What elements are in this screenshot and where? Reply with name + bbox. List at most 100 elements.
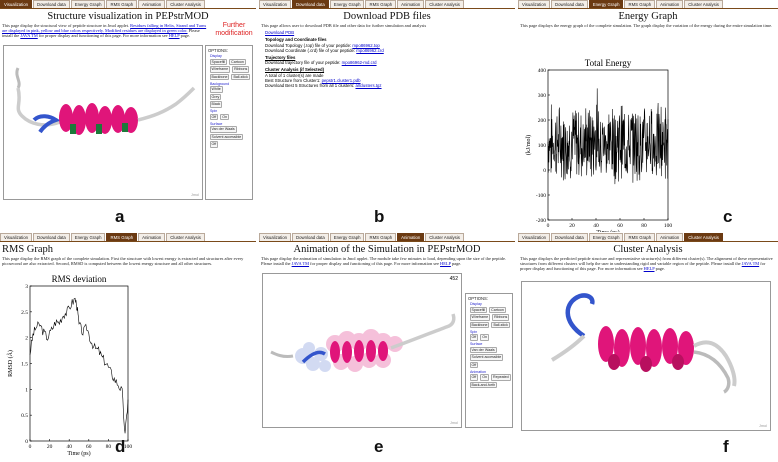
tab-cluster-analysis[interactable]: Cluster Analysis	[166, 233, 205, 241]
backbone-button[interactable]: Backbone	[209, 73, 230, 80]
tab-download-data[interactable]: Download data	[551, 233, 588, 241]
tab-cluster-analysis[interactable]: Cluster Analysis	[425, 0, 464, 8]
cartoon-button[interactable]: Cartoon	[229, 58, 246, 65]
tab-visualization[interactable]: Visualization	[0, 0, 33, 8]
tab-rms-graph[interactable]: RMS Graph	[624, 0, 656, 8]
tab-visualization[interactable]: Visualization	[518, 0, 551, 8]
tab-rms-graph[interactable]: RMS Graph	[365, 0, 397, 8]
java-link[interactable]: JAVA TM	[20, 33, 38, 39]
trajectory-row: Download trajectory file of your peptide…	[265, 60, 515, 65]
tab-cluster-analysis[interactable]: Cluster Analysis	[166, 0, 205, 8]
surface-off-button[interactable]: Off	[209, 141, 219, 148]
anim-off-button[interactable]: Off	[469, 374, 479, 381]
options-panel: OPTIONS: Display Spacefill Cartoon Wiref…	[465, 293, 513, 428]
coordinate-row: Download Coordinate (.crd) file of your …	[265, 48, 515, 53]
java-link[interactable]: JAVA TM	[741, 261, 760, 267]
spin-off-button[interactable]: Off	[469, 334, 479, 341]
tab-energy-graph[interactable]: Energy Graph	[588, 0, 624, 8]
surface-label: Surface	[210, 121, 223, 126]
chart-title: RMS deviation	[52, 274, 107, 284]
tab-download-data[interactable]: Download data	[551, 0, 588, 8]
tab-download-data[interactable]: Download data	[33, 0, 70, 8]
spin-on-button[interactable]: On	[480, 334, 490, 341]
ballstick-button[interactable]: Ball-stick	[491, 321, 510, 328]
tab-rms-graph[interactable]: RMS Graph	[106, 233, 138, 241]
backbone-button[interactable]: Backbone	[469, 321, 490, 328]
spacefill-button[interactable]: Spacefill	[469, 306, 488, 313]
page-description: This page displays the energy graph of t…	[520, 23, 773, 28]
backforth-button[interactable]: Back-and-forth	[469, 381, 498, 388]
ballstick-button[interactable]: Ball-stick	[231, 73, 250, 80]
desc-text: page.	[450, 261, 462, 267]
vdw-button[interactable]: Van der Waals	[469, 346, 497, 353]
tab-visualization[interactable]: Visualization	[0, 233, 33, 241]
tab-visualization[interactable]: Visualization	[259, 233, 292, 241]
panel-c: Visualization Download data Energy Graph…	[518, 0, 778, 232]
tab-cluster-analysis[interactable]: Cluster Analysis	[684, 0, 723, 8]
desc-link[interactable]: Residues falling in Helix, Strand and Tu…	[2, 23, 207, 34]
tab-rms-graph[interactable]: RMS Graph	[106, 0, 138, 8]
tab-energy-graph[interactable]: Energy Graph	[70, 0, 106, 8]
y-tick-label: 300	[538, 93, 547, 99]
ribbons-button[interactable]: Ribbons	[492, 314, 510, 321]
tab-energy-graph[interactable]: Energy Graph	[70, 233, 106, 241]
tab-download-data[interactable]: Download data	[292, 0, 329, 8]
best-structure-link[interactable]: pepstr1.cluster1.pdb	[321, 77, 361, 83]
spin-off-button[interactable]: Off	[209, 113, 219, 120]
surface-off-button[interactable]: Off	[469, 361, 479, 368]
wireframe-button[interactable]: Wireframe	[469, 314, 491, 321]
tab-animation[interactable]: Animation	[397, 233, 425, 241]
tab-download-data[interactable]: Download data	[33, 233, 70, 241]
jmol-viewer[interactable]: 452 Jmol	[262, 273, 462, 428]
tab-cluster-analysis[interactable]: Cluster Analysis	[684, 233, 723, 241]
tab-bar: Visualization Download data Energy Graph…	[259, 233, 515, 242]
tab-animation[interactable]: Animation	[656, 233, 684, 241]
spacefill-button[interactable]: Spacefill	[209, 58, 228, 65]
tab-cluster-analysis[interactable]: Cluster Analysis	[425, 233, 464, 241]
best5-link[interactable]: allclusters.tgz	[355, 83, 382, 89]
best5-row: Download Best 5 Structures from all 1 cl…	[265, 83, 515, 88]
coordinate-file-link[interactable]: mpo86962.crd	[356, 47, 384, 53]
desc-text: This page display the structural view of…	[2, 23, 130, 28]
spin-on-button[interactable]: On	[220, 113, 230, 120]
tab-energy-graph[interactable]: Energy Graph	[329, 233, 365, 241]
desc-text: for proper display and functioning of th…	[37, 33, 169, 39]
download-pdb-link[interactable]: Download PDB	[265, 30, 295, 36]
jmol-viewer[interactable]: Jmol	[3, 45, 203, 200]
anim-on-button[interactable]: On	[480, 374, 490, 381]
tab-visualization[interactable]: Visualization	[259, 0, 292, 8]
tab-animation[interactable]: Animation	[656, 0, 684, 8]
solvent-button[interactable]: Solvent accessible	[469, 354, 504, 361]
y-tick-label: 0.5	[21, 413, 28, 419]
java-link[interactable]: JAVA TM	[291, 261, 310, 267]
cartoon-button[interactable]: Cartoon	[489, 306, 506, 313]
tab-animation[interactable]: Animation	[138, 233, 166, 241]
grey-button[interactable]: Grey	[209, 93, 222, 100]
jmol-viewer[interactable]: Jmol	[521, 281, 771, 431]
help-link[interactable]: HELP	[168, 33, 180, 39]
black-button[interactable]: Black	[209, 101, 223, 108]
y-tick-label: 1.5	[21, 362, 28, 368]
y-tick-label: -100	[536, 193, 546, 199]
vdw-button[interactable]: Van der Waals	[209, 126, 237, 133]
trajectory-file-link[interactable]: mpo86962-md.crd	[341, 60, 377, 66]
tab-rms-graph[interactable]: RMS Graph	[624, 233, 656, 241]
tab-animation[interactable]: Animation	[138, 0, 166, 8]
surface-label: Surface	[470, 342, 483, 346]
help-link[interactable]: HELP	[643, 266, 655, 272]
tab-visualization[interactable]: Visualization	[518, 233, 551, 241]
tab-rms-graph[interactable]: RMS Graph	[365, 233, 397, 241]
x-tick-label: 80	[106, 444, 112, 450]
help-link[interactable]: HELP	[440, 261, 451, 267]
wireframe-button[interactable]: Wireframe	[209, 66, 231, 73]
tab-animation[interactable]: Animation	[397, 0, 425, 8]
white-button[interactable]: White	[209, 86, 223, 93]
solvent-button[interactable]: Solvent accessible	[209, 133, 244, 140]
x-tick-label: 0	[29, 444, 32, 450]
tab-energy-graph[interactable]: Energy Graph	[588, 233, 624, 241]
tab-energy-graph[interactable]: Energy Graph	[329, 0, 365, 8]
tab-download-data[interactable]: Download data	[292, 233, 329, 241]
repeated-button[interactable]: Repeated	[491, 374, 511, 381]
ribbons-button[interactable]: Ribbons	[232, 66, 250, 73]
topology-file-link[interactable]: mpo86962.top	[352, 42, 380, 48]
